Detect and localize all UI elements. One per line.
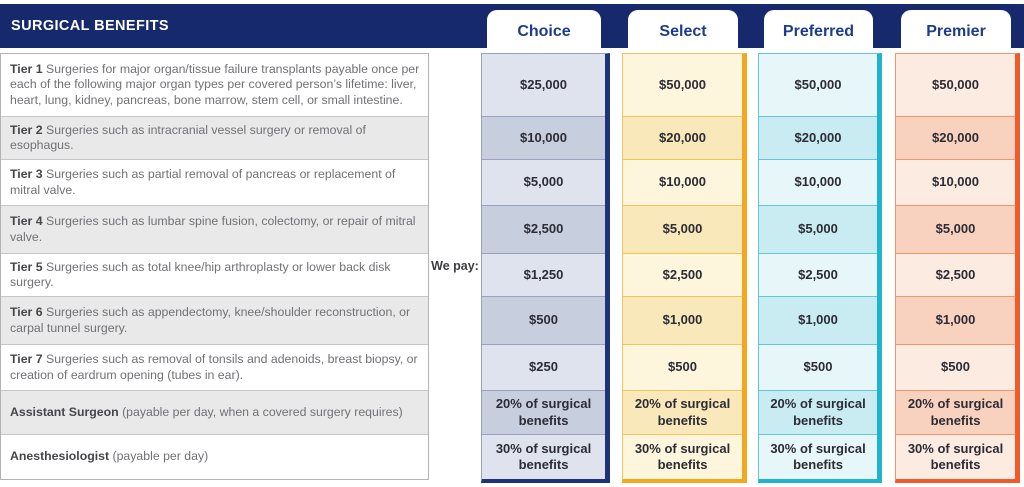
benefit-description-text: Tier 3 Surgeries such as partial removal… bbox=[10, 167, 420, 197]
benefit-row-description: Tier 7 Surgeries such as removal of tons… bbox=[1, 344, 428, 390]
benefit-value-cell: 20% of surgical benefits bbox=[896, 390, 1015, 434]
benefit-row-label: Tier 7 bbox=[10, 352, 43, 367]
section-title: SURGICAL BENEFITS bbox=[11, 18, 169, 34]
plan-column-select: $50,000 $20,000 $10,000 $5,000 $2,500 $1,000 $… bbox=[622, 53, 747, 483]
benefit-value-cell: $10,000 bbox=[623, 159, 742, 205]
plan-column-premier: $50,000 $20,000 $10,000 $5,000 $2,500 $1,000 $… bbox=[895, 53, 1020, 483]
benefit-value-cell: $250 bbox=[482, 344, 605, 390]
benefit-value-cell: $25,000 bbox=[482, 54, 605, 116]
benefit-value-cell: $20,000 bbox=[623, 116, 742, 159]
benefit-value-cell: $2,500 bbox=[896, 253, 1015, 296]
benefit-description-text: Tier 4 Surgeries such as lumbar spine fu… bbox=[10, 214, 420, 244]
benefit-row-label: Assistant Surgeon bbox=[10, 404, 119, 419]
benefit-value-cell: $500 bbox=[623, 344, 742, 390]
benefit-value-cell: $50,000 bbox=[896, 54, 1015, 116]
benefit-description-text: Tier 1 Surgeries for major organ/tissue … bbox=[10, 62, 420, 108]
benefit-value-cell: $1,250 bbox=[482, 253, 605, 296]
benefit-value-cell: $2,500 bbox=[759, 253, 877, 296]
plan-tab-label: Preferred bbox=[782, 22, 855, 40]
benefit-value-cell: 30% of surgical benefits bbox=[896, 434, 1015, 479]
benefit-row-label: Anesthesiologist bbox=[10, 449, 110, 464]
benefit-value-cell: $2,500 bbox=[482, 205, 605, 253]
benefit-value-cell: 30% of surgical benefits bbox=[623, 434, 742, 479]
benefit-value-cell: $20,000 bbox=[896, 116, 1015, 159]
benefit-row-description: Tier 4 Surgeries such as lumbar spine fu… bbox=[1, 205, 428, 253]
benefit-row-detail: (payable per day, when a covered surgery… bbox=[118, 404, 403, 419]
benefit-description-text: Tier 7 Surgeries such as removal of tons… bbox=[10, 352, 420, 382]
benefit-row-detail: Surgeries such as intracranial vessel su… bbox=[10, 122, 366, 152]
benefit-value-cell: $50,000 bbox=[759, 54, 877, 116]
plan-tab-label: Premier bbox=[926, 22, 986, 40]
benefit-description-text: Anesthesiologist (payable per day) bbox=[10, 449, 208, 464]
benefit-row-detail: Surgeries for major organ/tissue failure… bbox=[10, 62, 420, 107]
benefit-value-cell: $50,000 bbox=[623, 54, 742, 116]
plan-tab-select: Select bbox=[628, 10, 738, 53]
benefit-value-cell: $1,000 bbox=[896, 296, 1015, 344]
benefit-row-description: Assistant Surgeon (payable per day, when… bbox=[1, 390, 428, 434]
benefit-row-detail: Surgeries such as appendectomy, knee/sho… bbox=[10, 305, 411, 335]
benefit-value-cell: $20,000 bbox=[759, 116, 877, 159]
benefit-row-label: Tier 2 bbox=[10, 122, 43, 137]
benefit-value-cell: 30% of surgical benefits bbox=[482, 434, 605, 479]
benefit-row-label: Tier 3 bbox=[10, 167, 43, 182]
benefit-value-cell: $500 bbox=[759, 344, 877, 390]
benefit-row-description: Tier 3 Surgeries such as partial removal… bbox=[1, 159, 428, 205]
benefit-value-cell: $10,000 bbox=[896, 159, 1015, 205]
benefit-value-cell: $1,000 bbox=[623, 296, 742, 344]
benefit-value-cell: $500 bbox=[896, 344, 1015, 390]
benefit-value-cell: $10,000 bbox=[759, 159, 877, 205]
benefit-row-label: Tier 4 bbox=[10, 214, 43, 229]
benefit-description-text: Tier 2 Surgeries such as intracranial ve… bbox=[10, 123, 420, 153]
plan-column-choice: $25,000 $10,000 $5,000 $2,500 $1,250 $500 $250… bbox=[481, 53, 610, 483]
plan-tab-label: Choice bbox=[517, 22, 571, 40]
benefit-value-cell: $10,000 bbox=[482, 116, 605, 159]
benefit-row-label: Tier 6 bbox=[10, 305, 43, 320]
benefit-row-description: Tier 1 Surgeries for major organ/tissue … bbox=[1, 54, 428, 116]
plan-column-preferred: $50,000 $20,000 $10,000 $5,000 $2,500 $1,000 $… bbox=[758, 53, 882, 483]
benefit-description-text: Assistant Surgeon (payable per day, when… bbox=[10, 405, 403, 420]
benefit-row-description: Tier 2 Surgeries such as intracranial ve… bbox=[1, 116, 428, 159]
benefit-description-column: Tier 1 Surgeries for major organ/tissue … bbox=[0, 53, 429, 480]
plan-tab-premier: Premier bbox=[901, 10, 1011, 53]
benefit-value-cell: $5,000 bbox=[482, 159, 605, 205]
benefit-value-cell: 20% of surgical benefits bbox=[759, 390, 877, 434]
plan-tab-preferred: Preferred bbox=[764, 10, 873, 53]
benefit-row-detail: Surgeries such as removal of tonsils and… bbox=[10, 352, 418, 382]
benefit-row-detail: (payable per day) bbox=[109, 449, 209, 464]
benefit-value-cell: $5,000 bbox=[623, 205, 742, 253]
plan-tab-choice: Choice bbox=[487, 10, 601, 53]
benefit-value-cell: $5,000 bbox=[896, 205, 1015, 253]
benefit-value-cell: 30% of surgical benefits bbox=[759, 434, 877, 479]
benefit-row-detail: Surgeries such as partial removal of pan… bbox=[10, 167, 396, 197]
benefit-row-label: Tier 1 bbox=[10, 62, 43, 77]
benefit-value-cell: $2,500 bbox=[623, 253, 742, 296]
benefit-row-description: Tier 6 Surgeries such as appendectomy, k… bbox=[1, 296, 428, 344]
benefit-value-cell: 20% of surgical benefits bbox=[482, 390, 605, 434]
we-pay-label: We pay: bbox=[429, 53, 481, 478]
benefit-description-text: Tier 5 Surgeries such as total knee/hip … bbox=[10, 260, 420, 290]
benefit-description-text: Tier 6 Surgeries such as appendectomy, k… bbox=[10, 305, 420, 335]
benefit-value-cell: 20% of surgical benefits bbox=[623, 390, 742, 434]
benefit-row-label: Tier 5 bbox=[10, 259, 43, 274]
benefit-value-cell: $1,000 bbox=[759, 296, 877, 344]
benefit-value-cell: $5,000 bbox=[759, 205, 877, 253]
benefit-value-cell: $500 bbox=[482, 296, 605, 344]
plan-tab-label: Select bbox=[659, 22, 707, 40]
benefit-row-detail: Surgeries such as lumbar spine fusion, c… bbox=[10, 214, 416, 244]
benefit-row-detail: Surgeries such as total knee/hip arthrop… bbox=[10, 259, 391, 289]
benefit-row-description: Tier 5 Surgeries such as total knee/hip … bbox=[1, 253, 428, 296]
benefit-row-description: Anesthesiologist (payable per day) bbox=[1, 434, 428, 479]
